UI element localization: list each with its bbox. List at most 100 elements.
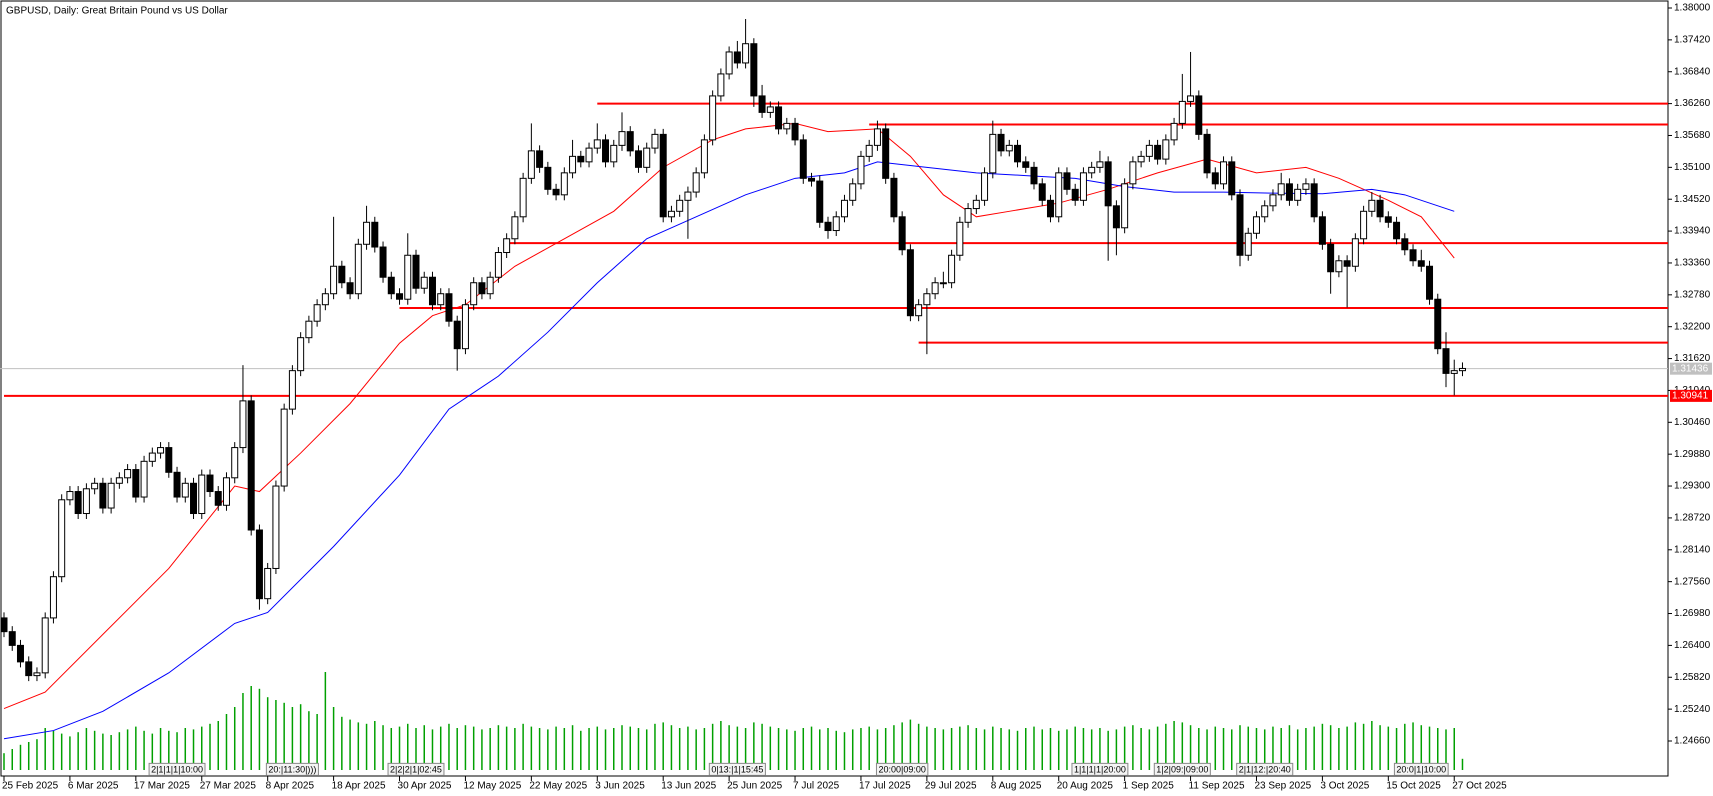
candle-body [1236,194,1244,256]
x-tick-label: 8 Apr 2025 [266,781,315,792]
candle-body [948,254,956,284]
candle-body [634,150,642,168]
candle-body [906,249,914,317]
candle-body [437,293,445,306]
candle-body [775,106,783,130]
candle-body [808,177,816,182]
x-tick-label: 3 Oct 2025 [1320,781,1369,792]
candle-body [470,282,478,306]
event-box [1236,762,1294,776]
candle-body [939,282,947,285]
candle-body [742,43,750,64]
candle-body [1376,199,1384,218]
candle-body [165,447,173,473]
candle-body [8,631,16,646]
candle-body [305,320,313,339]
candle-body [964,208,972,223]
candle-body [1343,260,1351,267]
x-tick-label: 6 Mar 2025 [68,781,119,792]
candle-body [1055,172,1063,218]
candle-body [231,447,239,479]
candle-body [280,408,288,487]
event-label: 1|2|09:|09:00 [1156,764,1208,774]
candle-body [1030,166,1038,185]
candle-body [445,293,453,322]
candle-body [173,471,181,498]
y-tick-label: 1.35100 [1674,162,1711,173]
candle-body [107,482,115,509]
candle-body [1434,298,1442,350]
x-tick-label: 27 Oct 2025 [1452,781,1507,792]
candle-body [16,644,24,663]
candle-body [1071,188,1079,201]
candle-body [1178,100,1186,124]
candle-body [387,276,395,295]
candle-body [956,221,964,256]
candle-body [1318,216,1326,245]
candle-body [1417,260,1425,267]
candle-body [1409,249,1417,262]
event-box [1393,762,1449,776]
candle-body [494,252,502,278]
candle-body [140,460,148,498]
y-tick-label: 1.29880 [1674,449,1711,460]
candle-body [371,221,379,248]
y-tick-label: 1.33360 [1674,258,1711,269]
candle-body [404,254,412,300]
candle-body [1393,221,1401,240]
event-box [875,762,929,776]
event-label: 1|1|1|1|20:00 [1074,764,1126,774]
candle-body [1442,348,1450,374]
event-box [708,762,766,776]
candle-body [1401,238,1409,251]
event-label: 2|1|1|1|10:00 [151,764,203,774]
candle-body [676,199,684,212]
y-tick-label: 1.37420 [1674,35,1711,46]
candle-body [923,293,931,306]
y-tick-label: 1.27560 [1674,576,1711,587]
candle-body [1096,161,1104,168]
level-price-tag-box [1670,389,1712,402]
candle-body [1063,172,1071,190]
candle-body [783,122,791,130]
candle-body [363,221,371,245]
candle-body [453,320,461,350]
candle-body [330,265,338,295]
candle-body [49,576,57,619]
event-label: 2|1|12:|20:40 [1239,764,1291,774]
event-label: 2|2|2|1|02:45 [390,764,442,774]
candle-body [1261,205,1269,218]
candle-body [1458,367,1466,372]
y-tick-label: 1.25820 [1674,672,1711,683]
candle-body [91,482,99,490]
candle-body [618,131,626,146]
candle-body [1269,194,1277,207]
candle-body [1327,243,1335,273]
candle-body [486,276,494,295]
candle-body [1228,161,1236,196]
candle-body [659,133,667,218]
y-tick-label: 1.38000 [1674,3,1711,14]
candle-body [503,238,511,254]
candle-body [297,337,305,372]
candle-body [1252,216,1260,234]
y-tick-label: 1.34520 [1674,194,1711,205]
candle-body [577,155,585,163]
x-tick-label: 25 Jun 2025 [727,781,782,792]
candle-body [1145,144,1153,157]
x-tick-label: 17 Jul 2025 [859,781,911,792]
candle-body [692,172,700,193]
x-tick-label: 3 Jun 2025 [595,781,645,792]
candle-body [1187,95,1195,102]
candle-body [898,216,906,251]
candle-body [1203,133,1211,174]
candle-body [247,400,255,531]
candle-body [461,304,469,350]
x-tick-label: 7 Jul 2025 [793,781,840,792]
candle-body [412,254,420,289]
last-price-tag: 1.31436 [1672,363,1709,374]
candle-body [1220,161,1228,185]
candle-body [610,144,618,163]
event-label: 20:00|09:00 [878,764,925,774]
y-tick-label: 1.24660 [1674,736,1711,747]
